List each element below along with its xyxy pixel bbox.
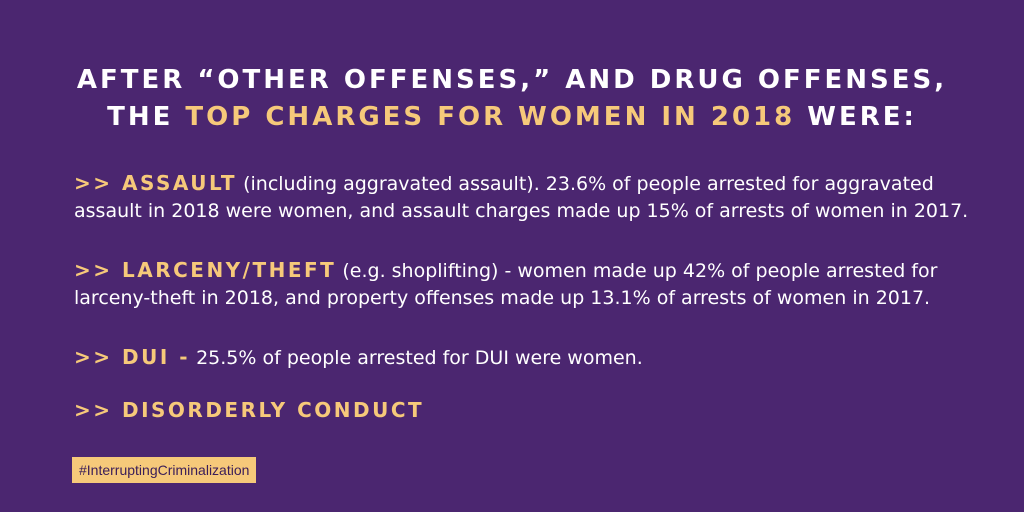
- headline-line-1: After “other offenses,” and drug offense…: [76, 65, 948, 95]
- charge-text-larceny: (e.g. shoplifting) - women made up 42% o…: [74, 260, 938, 309]
- charge-item-dui: >> DUI - 25.5% of people arrested for DU…: [74, 344, 974, 372]
- charge-item-disorderly: >> Disorderly Conduct: [74, 397, 974, 425]
- charge-label-larceny: >> Larceny/Theft: [74, 258, 337, 282]
- headline: After “other offenses,” and drug offense…: [0, 62, 1024, 136]
- hashtag-badge: #InterruptingCriminalization: [72, 457, 257, 483]
- headline-suffix: were:: [807, 102, 917, 132]
- headline-line-2: the top charges for women in 2018 were:: [0, 99, 1024, 136]
- charge-item-larceny: >> Larceny/Theft (e.g. shoplifting) - wo…: [74, 257, 974, 312]
- charge-text-assault: (including aggravated assault). 23.6% of…: [74, 173, 969, 222]
- charge-label-disorderly: >> Disorderly Conduct: [74, 398, 425, 422]
- charge-text-dui: 25.5% of people arrested for DUI were wo…: [196, 347, 643, 369]
- charge-label-assault: >> Assault: [74, 171, 238, 195]
- headline-prefix: the: [107, 102, 174, 132]
- headline-accent: top charges for women in 2018: [185, 102, 796, 132]
- charge-label-dui: >> DUI -: [74, 345, 191, 369]
- charge-item-assault: >> Assault (including aggravated assault…: [74, 170, 974, 225]
